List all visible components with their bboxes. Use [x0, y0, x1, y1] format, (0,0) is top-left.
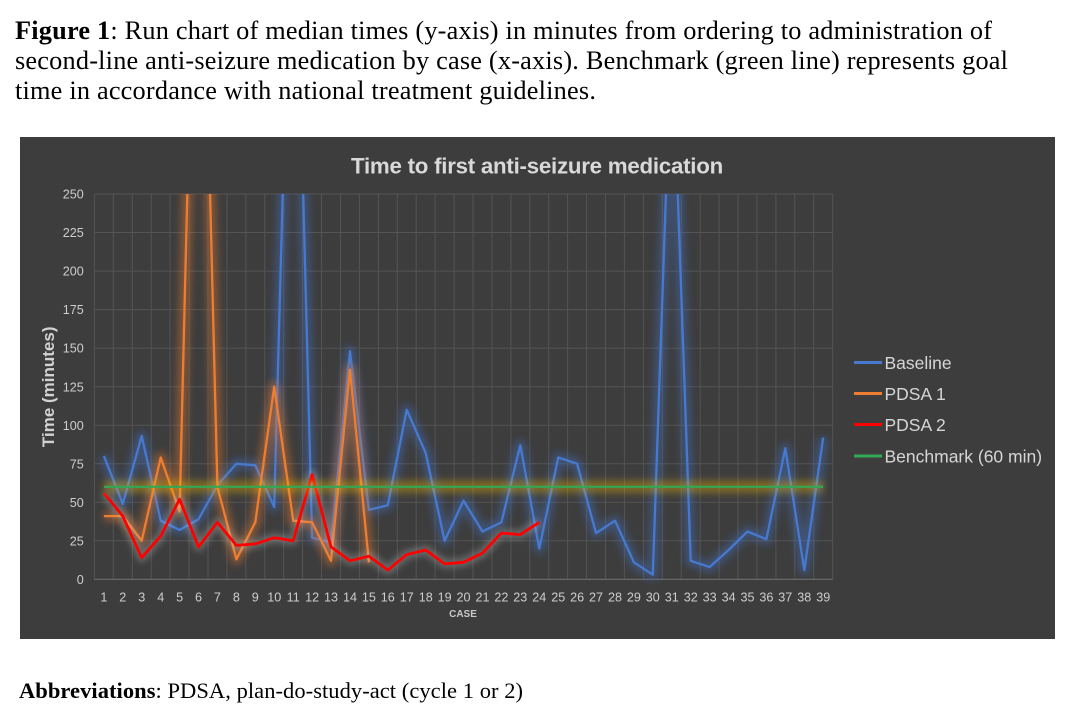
svg-text:100: 100: [63, 419, 84, 433]
svg-text:36: 36: [759, 591, 773, 605]
svg-text:Benchmark (60 min): Benchmark (60 min): [885, 446, 1043, 466]
svg-text:21: 21: [475, 591, 489, 605]
svg-text:2: 2: [119, 591, 126, 605]
svg-text:CASE: CASE: [449, 609, 477, 620]
svg-text:34: 34: [722, 591, 736, 605]
svg-text:12: 12: [305, 591, 319, 605]
svg-text:175: 175: [63, 303, 84, 317]
svg-text:75: 75: [70, 457, 84, 471]
svg-text:250: 250: [63, 188, 84, 202]
svg-text:10: 10: [267, 591, 281, 605]
svg-text:20: 20: [456, 591, 470, 605]
svg-text:24: 24: [532, 591, 546, 605]
svg-text:32: 32: [684, 591, 698, 605]
svg-text:14: 14: [343, 591, 357, 605]
svg-text:26: 26: [570, 591, 584, 605]
svg-text:35: 35: [740, 591, 754, 605]
svg-text:150: 150: [63, 342, 84, 356]
svg-text:19: 19: [438, 591, 452, 605]
svg-text:15: 15: [362, 591, 376, 605]
svg-text:225: 225: [63, 226, 84, 240]
svg-text:200: 200: [63, 265, 84, 279]
svg-text:7: 7: [214, 591, 221, 605]
svg-text:33: 33: [703, 591, 717, 605]
svg-text:50: 50: [70, 496, 84, 510]
svg-text:22: 22: [494, 591, 508, 605]
svg-text:17: 17: [400, 591, 414, 605]
svg-text:18: 18: [419, 591, 433, 605]
svg-text:30: 30: [646, 591, 660, 605]
svg-text:25: 25: [551, 591, 565, 605]
svg-text:38: 38: [797, 591, 811, 605]
svg-text:Baseline: Baseline: [885, 353, 952, 373]
svg-text:27: 27: [589, 591, 603, 605]
svg-text:0: 0: [77, 573, 84, 587]
svg-text:29: 29: [627, 591, 641, 605]
svg-text:31: 31: [665, 591, 679, 605]
svg-text:125: 125: [63, 380, 84, 394]
svg-text:16: 16: [381, 591, 395, 605]
svg-text:Time (minutes): Time (minutes): [39, 327, 58, 448]
svg-text:Time to first anti-seizure med: Time to first anti-seizure medication: [351, 154, 723, 179]
svg-text:37: 37: [778, 591, 792, 605]
svg-text:3: 3: [138, 591, 145, 605]
svg-text:39: 39: [816, 591, 830, 605]
svg-text:1: 1: [100, 591, 107, 605]
svg-text:13: 13: [324, 591, 338, 605]
svg-text:PDSA 2: PDSA 2: [885, 415, 946, 435]
svg-text:28: 28: [608, 591, 622, 605]
svg-text:5: 5: [176, 591, 183, 605]
svg-text:4: 4: [157, 591, 164, 605]
svg-text:23: 23: [513, 591, 527, 605]
svg-text:PDSA 1: PDSA 1: [885, 384, 946, 404]
svg-text:25: 25: [70, 534, 84, 548]
svg-text:6: 6: [195, 591, 202, 605]
svg-text:11: 11: [287, 591, 300, 605]
svg-text:8: 8: [233, 591, 240, 605]
svg-text:9: 9: [252, 591, 259, 605]
